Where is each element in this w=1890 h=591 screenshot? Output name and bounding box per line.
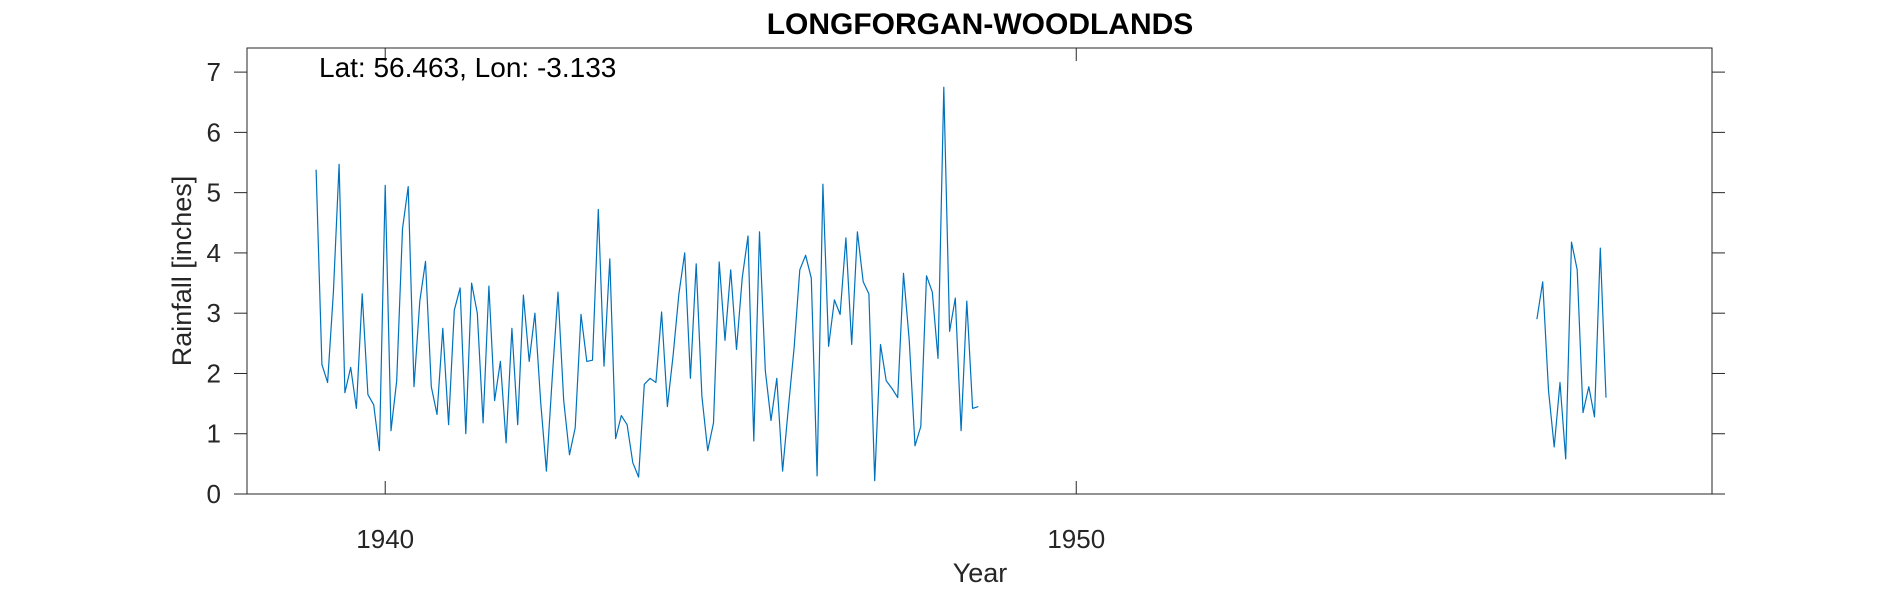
plot-area	[246, 47, 1713, 495]
axis-tick-labels: 0 1 2 3 4 5 6 7 1940 1950	[207, 57, 1106, 554]
series-layer	[315, 86, 1607, 482]
y-tick-label: 1	[207, 419, 221, 449]
chart-title: LONGFORGAN-WOODLANDS	[767, 8, 1194, 41]
y-tick-label: 6	[207, 117, 221, 147]
y-tick-label: 2	[207, 358, 221, 388]
y-tick-label: 3	[207, 298, 221, 328]
y-tick-label: 0	[207, 479, 221, 509]
x-tick-label: 1940	[356, 524, 414, 554]
y-axis-label: Rainfall [inches]	[167, 176, 197, 367]
y-tick-label: 5	[207, 178, 221, 208]
rainfall-series-line	[1536, 241, 1607, 460]
axis-ticks	[234, 48, 1725, 495]
x-axis-label: Year	[953, 558, 1008, 588]
y-tick-label: 4	[207, 238, 221, 268]
location-annotation: Lat: 56.463, Lon: -3.133	[319, 52, 616, 83]
y-tick-label: 7	[207, 57, 221, 87]
x-tick-label: 1950	[1047, 524, 1105, 554]
rainfall-series-line	[315, 86, 979, 482]
